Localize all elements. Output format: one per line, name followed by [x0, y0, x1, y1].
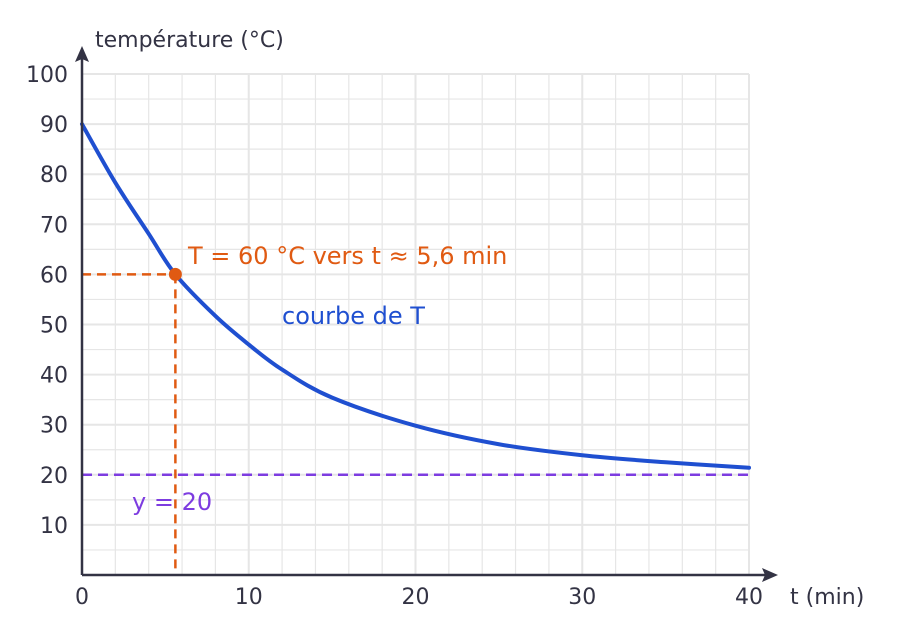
reference-line-label: y = 20 [132, 488, 212, 516]
x-axis-label: t (min) [790, 585, 864, 610]
y-tick-label: 40 [40, 364, 68, 389]
y-axis-label: température (°C) [95, 28, 284, 53]
tick-labels: 0 10 20 30 40 10 20 30 40 50 60 70 80 90 100 [26, 63, 763, 610]
series-curves [80, 122, 751, 470]
x-tick-label: 40 [735, 585, 763, 610]
y-tick-label: 90 [40, 113, 68, 138]
x-tick-label: 0 [75, 585, 89, 610]
y-tick-label: 100 [26, 63, 68, 88]
axes [75, 46, 778, 582]
series-line [80, 122, 751, 470]
x-axis-arrow [762, 568, 778, 582]
reference-lines [82, 273, 749, 575]
x-tick-label: 20 [402, 585, 430, 610]
y-tick-label: 70 [40, 213, 68, 238]
highlight-label: T = 60 °C vers t ≈ 5,6 min [187, 242, 507, 270]
curve-label: courbe de T [282, 302, 425, 330]
x-tick-label: 10 [235, 585, 263, 610]
y-tick-label: 50 [40, 314, 68, 339]
x-tick-label: 30 [568, 585, 596, 610]
highlight-point [168, 267, 182, 281]
y-tick-label: 80 [40, 163, 68, 188]
y-tick-label: 30 [40, 414, 68, 439]
y-axis-arrow [75, 46, 89, 62]
y-tick-label: 60 [40, 263, 68, 288]
y-tick-label: 10 [40, 514, 68, 539]
y-tick-label: 20 [40, 464, 68, 489]
